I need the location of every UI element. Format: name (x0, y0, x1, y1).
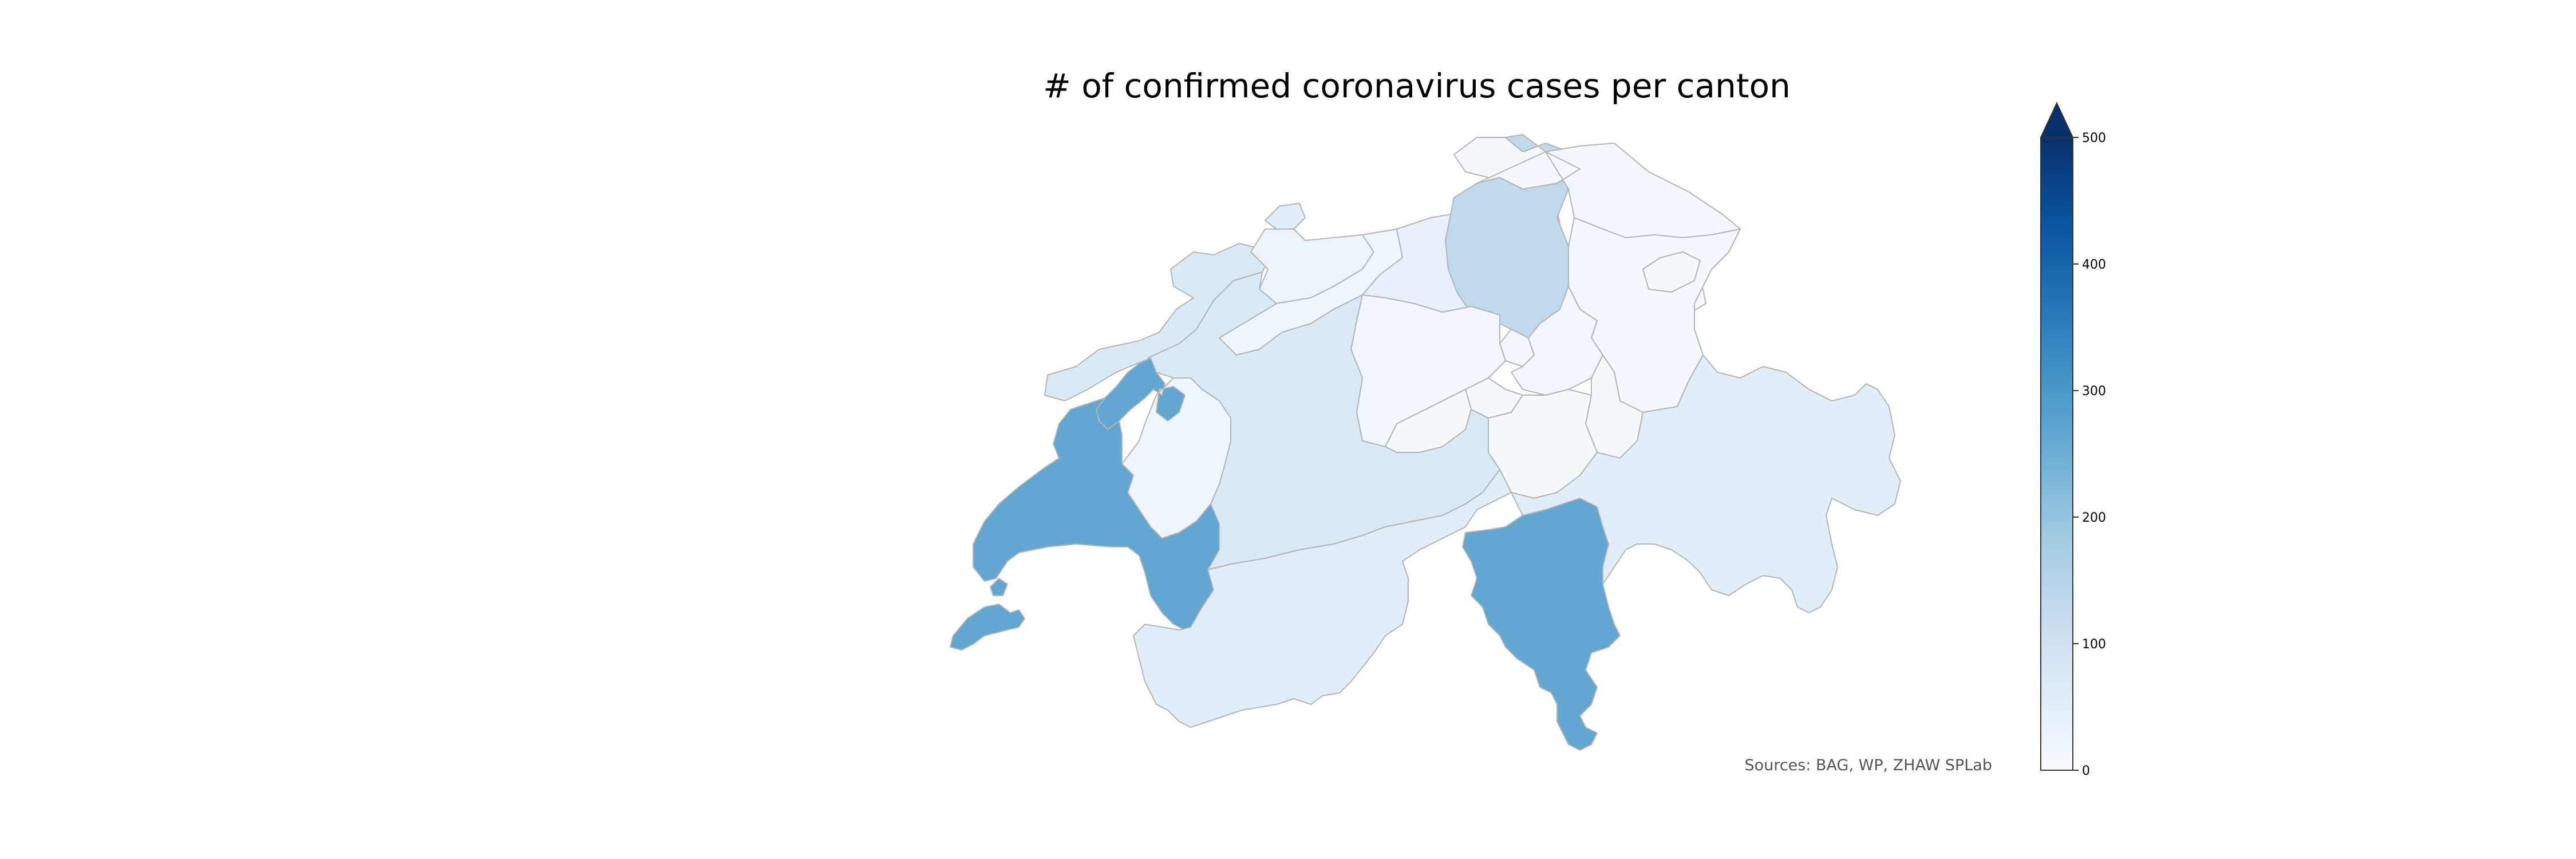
canton-GR (1511, 354, 1901, 613)
canton-GE-enclave (990, 578, 1008, 596)
colorbar-extend-arrow (2040, 101, 2074, 138)
colorbar-tick-label: 400 (2082, 258, 2106, 272)
canton-GE (950, 604, 1025, 651)
colorbar: 0 100 200 300 400 500 (2040, 101, 2106, 778)
canton-TI (1462, 498, 1621, 751)
colorbar-tick-label: 100 (2082, 637, 2106, 652)
colorbar-ticks: 0 100 200 300 400 500 (2073, 131, 2106, 778)
map-title: # of confirmed coronavirus cases per can… (1043, 66, 1791, 105)
canton-BS (1265, 203, 1306, 230)
switzerland-map (950, 134, 1901, 751)
source-note: Sources: BAG, WP, ZHAW SPLab (1745, 756, 1992, 774)
canton-VS (1133, 469, 1512, 728)
colorbar-tick-label: 300 (2082, 384, 2106, 399)
colorbar-tick-label: 0 (2082, 764, 2090, 778)
colorbar-tick-label: 500 (2082, 131, 2106, 145)
canton-VD (973, 397, 1220, 631)
colorbar-tick-label: 200 (2082, 511, 2106, 525)
colorbar-gradient (2040, 137, 2073, 771)
